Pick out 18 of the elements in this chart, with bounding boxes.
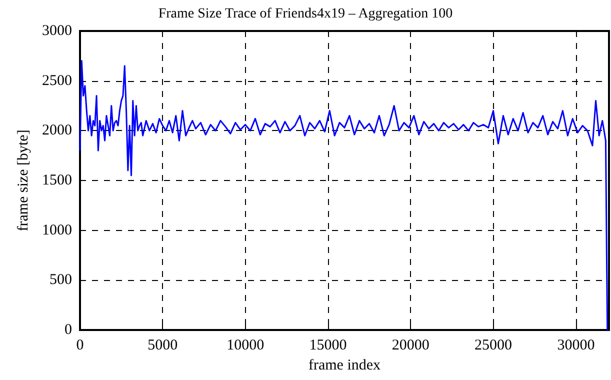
- y-tick-label: 500: [50, 272, 72, 288]
- x-tick-label: 30000: [557, 338, 595, 354]
- y-tick-label: 1000: [42, 222, 72, 238]
- y-tick-label: 2000: [42, 122, 72, 139]
- y-tick-label: 0: [64, 322, 72, 338]
- y-tick-label: 2500: [42, 72, 72, 89]
- x-axis-title: frame index: [308, 357, 382, 374]
- y-tick-label: 3000: [42, 23, 72, 39]
- chart-title: Frame Size Trace of Friends4x19 – Aggregation 100: [158, 6, 453, 22]
- line-series: [79, 60, 608, 331]
- x-tick-label: 0: [76, 338, 84, 354]
- x-tick-label: 5000: [148, 338, 178, 354]
- y-tick-label: 1500: [42, 172, 72, 188]
- x-tick-label: 25000: [474, 338, 512, 354]
- y-axis-title: frame size [byte]: [16, 130, 32, 232]
- x-tick-label: 10000: [226, 338, 264, 354]
- x-tick-label: 15000: [309, 338, 347, 354]
- x-tick-label: 20000: [392, 338, 430, 354]
